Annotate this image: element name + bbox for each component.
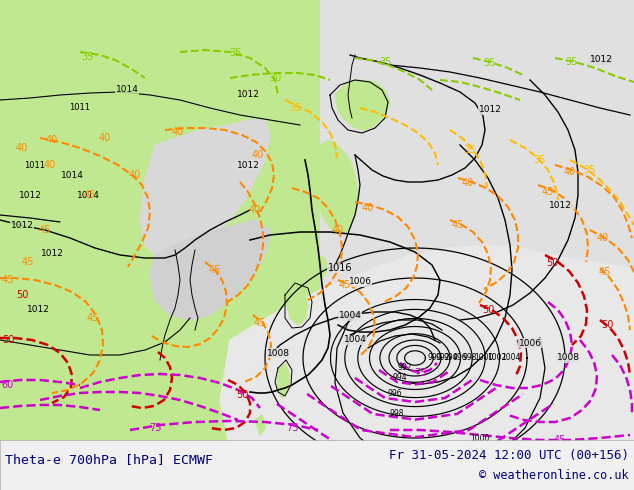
Polygon shape [220,245,634,490]
Text: 45: 45 [542,187,554,197]
Text: 50: 50 [482,305,494,315]
Text: Theta-e 700hPa [hPa] ECMWF: Theta-e 700hPa [hPa] ECMWF [5,454,213,466]
Text: 1000: 1000 [474,353,494,363]
Text: 1011: 1011 [70,103,91,113]
Text: 40: 40 [16,143,28,153]
Text: 50: 50 [546,258,558,268]
Text: 1004: 1004 [501,353,521,363]
Polygon shape [140,120,270,260]
Polygon shape [320,0,634,440]
Text: 50: 50 [16,290,28,300]
Polygon shape [335,80,390,130]
Text: 35: 35 [566,57,578,67]
Text: 40: 40 [44,160,56,170]
Polygon shape [0,0,320,440]
Text: 1012: 1012 [236,91,259,99]
Text: 40: 40 [564,167,576,177]
Bar [0,440,634,490]
Polygon shape [100,80,155,130]
Text: 50: 50 [236,390,248,400]
Text: 45: 45 [39,225,51,235]
Polygon shape [310,140,358,235]
Polygon shape [150,220,270,320]
Text: 60: 60 [2,380,14,390]
Text: 1012: 1012 [548,200,571,210]
Text: 990: 990 [427,353,442,363]
Text: 45: 45 [339,280,351,290]
Text: 1012: 1012 [41,248,63,258]
Text: 1014: 1014 [61,171,84,179]
Text: 1012: 1012 [18,191,41,199]
Polygon shape [277,363,290,398]
Text: 994: 994 [443,353,458,363]
Text: 1004: 1004 [344,336,366,344]
Text: 1014: 1014 [115,85,138,95]
Text: 1006: 1006 [349,277,372,287]
Text: 40: 40 [362,203,374,213]
Text: 40: 40 [172,127,184,137]
Text: 35: 35 [484,58,496,68]
Text: 1011: 1011 [25,161,46,170]
Text: 40: 40 [597,233,609,243]
Text: 75: 75 [286,423,298,433]
Text: 1012: 1012 [479,105,501,115]
Polygon shape [0,0,634,440]
Text: 50: 50 [601,320,613,330]
Text: 35: 35 [534,155,546,165]
Text: 45: 45 [452,220,464,230]
Text: 1006: 1006 [519,339,541,347]
Text: 994: 994 [392,373,407,383]
Text: 40: 40 [462,178,474,188]
Text: 998: 998 [390,409,404,417]
Text: 1002: 1002 [487,353,507,363]
Text: Fr 31-05-2024 12:00 UTC (00+156): Fr 31-05-2024 12:00 UTC (00+156) [389,448,629,462]
Text: 45: 45 [209,265,221,275]
Text: 35: 35 [229,48,241,58]
Text: 1004: 1004 [339,312,361,320]
Text: 1012: 1012 [236,161,259,170]
Text: 992: 992 [435,353,450,363]
Text: 35: 35 [378,57,391,67]
Text: 40: 40 [332,225,344,235]
Text: 1012: 1012 [590,55,612,65]
Text: 1002: 1002 [470,448,489,458]
Text: 1008: 1008 [557,353,579,363]
Text: 1014: 1014 [77,191,100,199]
Text: 996: 996 [387,389,403,397]
Text: 45: 45 [2,275,14,285]
Text: 40: 40 [99,133,111,143]
Text: 1016: 1016 [328,263,353,273]
Text: 45: 45 [554,435,566,445]
Text: 40: 40 [249,205,261,215]
Text: 50: 50 [2,335,14,345]
Text: 45: 45 [84,190,96,200]
Text: 45: 45 [254,318,266,328]
Text: 1004: 1004 [460,464,480,472]
Text: 1012: 1012 [27,305,49,315]
Text: 75: 75 [149,423,161,433]
Text: 996: 996 [452,353,467,363]
Text: 1012: 1012 [11,220,34,229]
Text: 992: 992 [398,364,412,372]
Text: 75: 75 [414,368,426,378]
Text: 35: 35 [81,52,93,62]
Text: 40: 40 [252,150,264,160]
Text: 35: 35 [289,103,301,113]
Polygon shape [285,285,308,325]
Text: 40: 40 [129,170,141,180]
Polygon shape [255,415,265,435]
Polygon shape [305,255,328,278]
Text: 35: 35 [584,165,596,175]
Text: 30: 30 [269,73,281,83]
Text: © weatheronline.co.uk: © weatheronline.co.uk [479,468,629,482]
Text: 998: 998 [462,353,477,363]
Text: 35: 35 [464,145,476,155]
Text: 1000: 1000 [405,448,425,458]
Text: 1000: 1000 [470,434,489,442]
Text: 45: 45 [22,257,34,267]
Text: 1008: 1008 [266,348,290,358]
Text: 40: 40 [46,135,58,145]
Text: 45: 45 [87,313,99,323]
Text: 45: 45 [598,267,611,277]
